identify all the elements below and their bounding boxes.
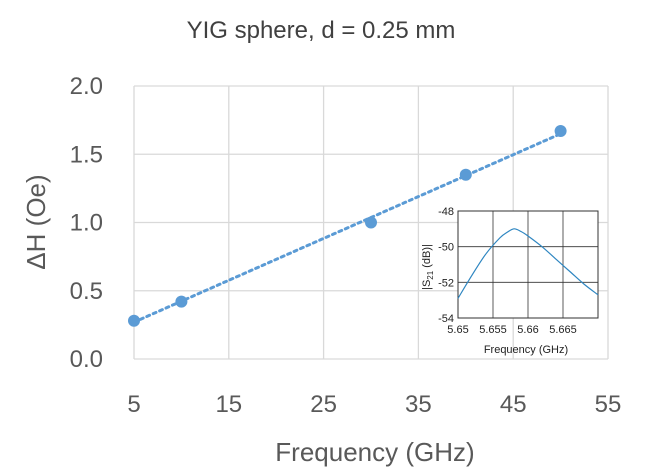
y-axis-label: ΔH (Oe) — [21, 174, 51, 269]
data-point — [175, 295, 188, 308]
chart-title: YIG sphere, d = 0.25 mm — [187, 17, 456, 44]
data-point — [365, 216, 377, 229]
x-tick-label: 15 — [215, 391, 242, 418]
y-tick-label: 1.0 — [70, 210, 103, 237]
inset-y-tick-label: -52 — [438, 277, 454, 289]
inset-y-axis-label-sub: 21 — [426, 270, 435, 279]
x-tick-label: 25 — [310, 391, 337, 418]
inset-y-axis-label: |S21 (dB)| — [421, 244, 435, 290]
y-tick-label: 2.0 — [70, 73, 103, 100]
y-tick-labels: 0.0 0.5 1.0 1.5 2.0 — [70, 73, 103, 373]
x-axis-label: Frequency (GHz) — [275, 437, 474, 467]
inset-x-tick-label: 5.655 — [479, 324, 507, 336]
inset-y-tick-label: -54 — [438, 313, 454, 325]
x-tick-labels: 5 15 25 35 45 55 — [127, 391, 621, 418]
inset-x-tick-labels: 5.65 5.655 5.66 5.665 — [447, 324, 576, 336]
x-tick-label: 5 — [127, 391, 140, 418]
inset-x-tick-label: 5.665 — [549, 324, 577, 336]
x-tick-label: 55 — [595, 391, 622, 418]
inset-y-tick-label: -48 — [438, 206, 454, 218]
y-tick-label: 1.5 — [70, 141, 103, 168]
data-point — [459, 168, 472, 181]
inset-y-tick-label: -50 — [438, 242, 454, 254]
inset-grid — [457, 210, 598, 319]
inset-series-line — [457, 228, 599, 299]
inset-y-tick-labels: -48 -50 -52 -54 — [438, 206, 454, 325]
trendline-group — [132, 132, 563, 324]
data-points-group — [128, 125, 567, 327]
inset-x-tick-label: 5.65 — [447, 324, 468, 336]
inset-x-tick-label: 5.66 — [517, 324, 538, 336]
x-tick-label: 35 — [405, 391, 432, 418]
trendline — [132, 132, 563, 324]
inset-chart: -48 -50 -52 -54 5.65 5.655 5.66 5.665 Frequenc… — [421, 206, 599, 356]
y-tick-label: 0.5 — [70, 278, 103, 305]
data-point — [554, 125, 567, 138]
data-point — [128, 314, 140, 327]
inset-x-axis-label: Frequency (GHz) — [484, 344, 568, 356]
inset-y-axis-label-main: |S — [421, 280, 433, 290]
inset-y-axis-label-tail: (dB)| — [421, 244, 433, 271]
x-tick-label: 45 — [500, 391, 527, 418]
y-tick-label: 0.0 — [70, 346, 103, 373]
